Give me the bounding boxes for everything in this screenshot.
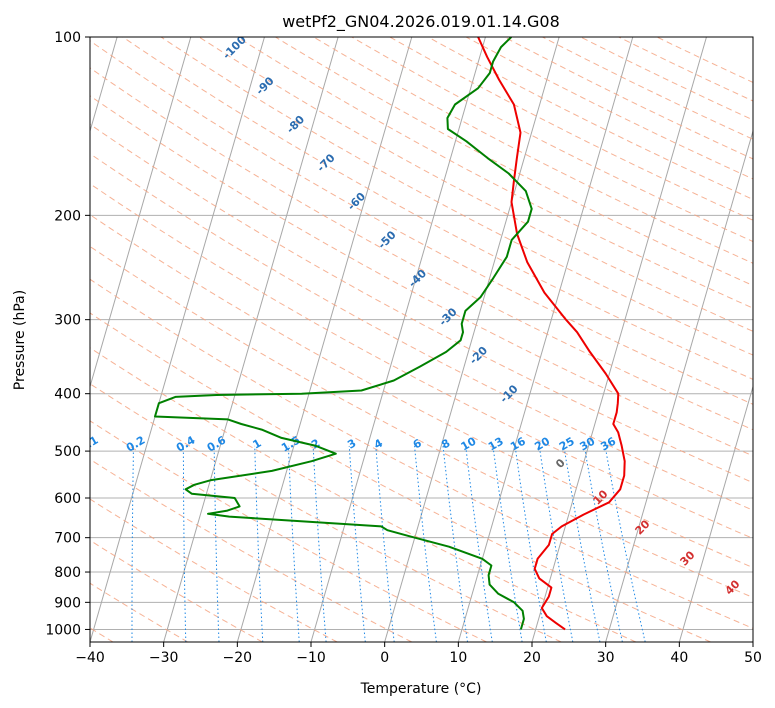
- dry-adiabat-line: [90, 245, 753, 599]
- mixing-ratio-line: [414, 445, 437, 642]
- mixing-ratio-line: [514, 445, 547, 642]
- dry-adiabat-line: [465, 37, 753, 180]
- y-tick-label: 200: [54, 208, 81, 224]
- temperature-profile-line: [477, 37, 626, 631]
- dry-adiabat-line: [389, 37, 753, 221]
- mixing-ratio-line: [465, 445, 493, 642]
- dry-adiabat-line: [504, 37, 753, 160]
- plot-background: [90, 37, 753, 642]
- dry-adiabat-line: [275, 37, 753, 287]
- mixing-ratio-line: [492, 445, 523, 642]
- dry-adiabat-line: [90, 183, 753, 540]
- dry-adiabat-line: [427, 37, 753, 200]
- x-tick-label: −20: [223, 650, 253, 666]
- dry-adiabat-line: [237, 37, 753, 309]
- x-tick-label: −40: [75, 650, 105, 666]
- mixing-ratio-line: [82, 446, 87, 642]
- y-tick-label: 1000: [45, 622, 81, 638]
- isotherm-line: [90, 37, 265, 642]
- dry-adiabat-line: [90, 278, 753, 629]
- mixing-ratio-line: [375, 445, 395, 642]
- dry-adiabat-line: [122, 37, 753, 380]
- y-tick-label: 100: [54, 30, 81, 46]
- y-tick-label: 800: [54, 565, 81, 581]
- isotherm-line: [457, 37, 634, 642]
- y-tick-label: 400: [54, 387, 81, 403]
- axes-layer: −40 −30 −20 −10 0 10 20 30 40 50 100 200 300 400 500 60…: [45, 30, 762, 666]
- dry-adiabat-line: [90, 498, 338, 642]
- x-tick-label: −10: [296, 650, 326, 666]
- dry-adiabat-line: [90, 40, 753, 405]
- dry-adiabat-line: [351, 37, 753, 243]
- dewpoint-profile-line: [154, 37, 533, 630]
- x-tick-label: 30: [597, 650, 615, 666]
- mixing-ratio-line: [213, 445, 220, 642]
- x-tick-label: 40: [670, 650, 688, 666]
- x-tick-label: −30: [149, 650, 179, 666]
- x-tick-label: 20: [523, 650, 541, 666]
- isotherm-line: [531, 37, 707, 642]
- mixing-ratio-line: [312, 445, 327, 642]
- x-tick-label: 0: [380, 650, 389, 666]
- dry-adiabat-line: [313, 37, 753, 264]
- x-tick-label: 10: [449, 650, 467, 666]
- isotherm-line: [236, 37, 413, 642]
- isotherm-line: [752, 640, 753, 642]
- mixing-ratio-line: [131, 445, 134, 642]
- y-tick-label: 500: [54, 444, 81, 460]
- dry-adiabat-line: [90, 95, 753, 457]
- mixing-ratio-line: [563, 445, 601, 642]
- mixing-ratio-line: [254, 445, 264, 642]
- mixing-ratio-line: [348, 445, 366, 642]
- mixing-ratio-line: [442, 445, 468, 642]
- series-layer: [154, 37, 626, 631]
- isotherm-line: [384, 37, 560, 642]
- dry-adiabat-line: [90, 123, 753, 484]
- mixing-ratio-line: [583, 445, 623, 642]
- dry-adiabat-line: [542, 37, 753, 140]
- dry-adiabat-line: [90, 458, 413, 642]
- y-tick-label: 600: [54, 491, 81, 507]
- dry-adiabat-line: [90, 312, 711, 642]
- plot-frame: [89, 36, 754, 643]
- y-tick-label: 300: [54, 313, 81, 329]
- dry-adiabat-line: [90, 153, 753, 511]
- isotherm-line: [678, 384, 753, 642]
- dry-adiabat-line: [90, 214, 753, 569]
- mixing-ratio-line: [538, 445, 574, 642]
- chart-title: wetPf2_GN04.2026.019.01.14.G08: [282, 12, 560, 32]
- y-tick-label: 700: [54, 531, 81, 547]
- isotherm-line: [90, 37, 192, 389]
- mixing-ratio-line: [604, 445, 646, 642]
- dry-adiabat-line: [160, 37, 753, 356]
- y-axis-label: Pressure (hPa): [12, 290, 28, 390]
- x-axis-label: Temperature (°C): [360, 681, 482, 697]
- dry-adiabat-line: [90, 67, 753, 431]
- mixing-ratio-line: [287, 445, 300, 642]
- dry-adiabat-line: [198, 37, 753, 332]
- mixing-ratio-label: 0.1: [77, 434, 100, 455]
- isotherm-line: [163, 37, 339, 642]
- y-tick-label: 900: [54, 595, 81, 611]
- x-tick-label: 50: [744, 650, 762, 666]
- mixing-ratio-line: [182, 445, 187, 642]
